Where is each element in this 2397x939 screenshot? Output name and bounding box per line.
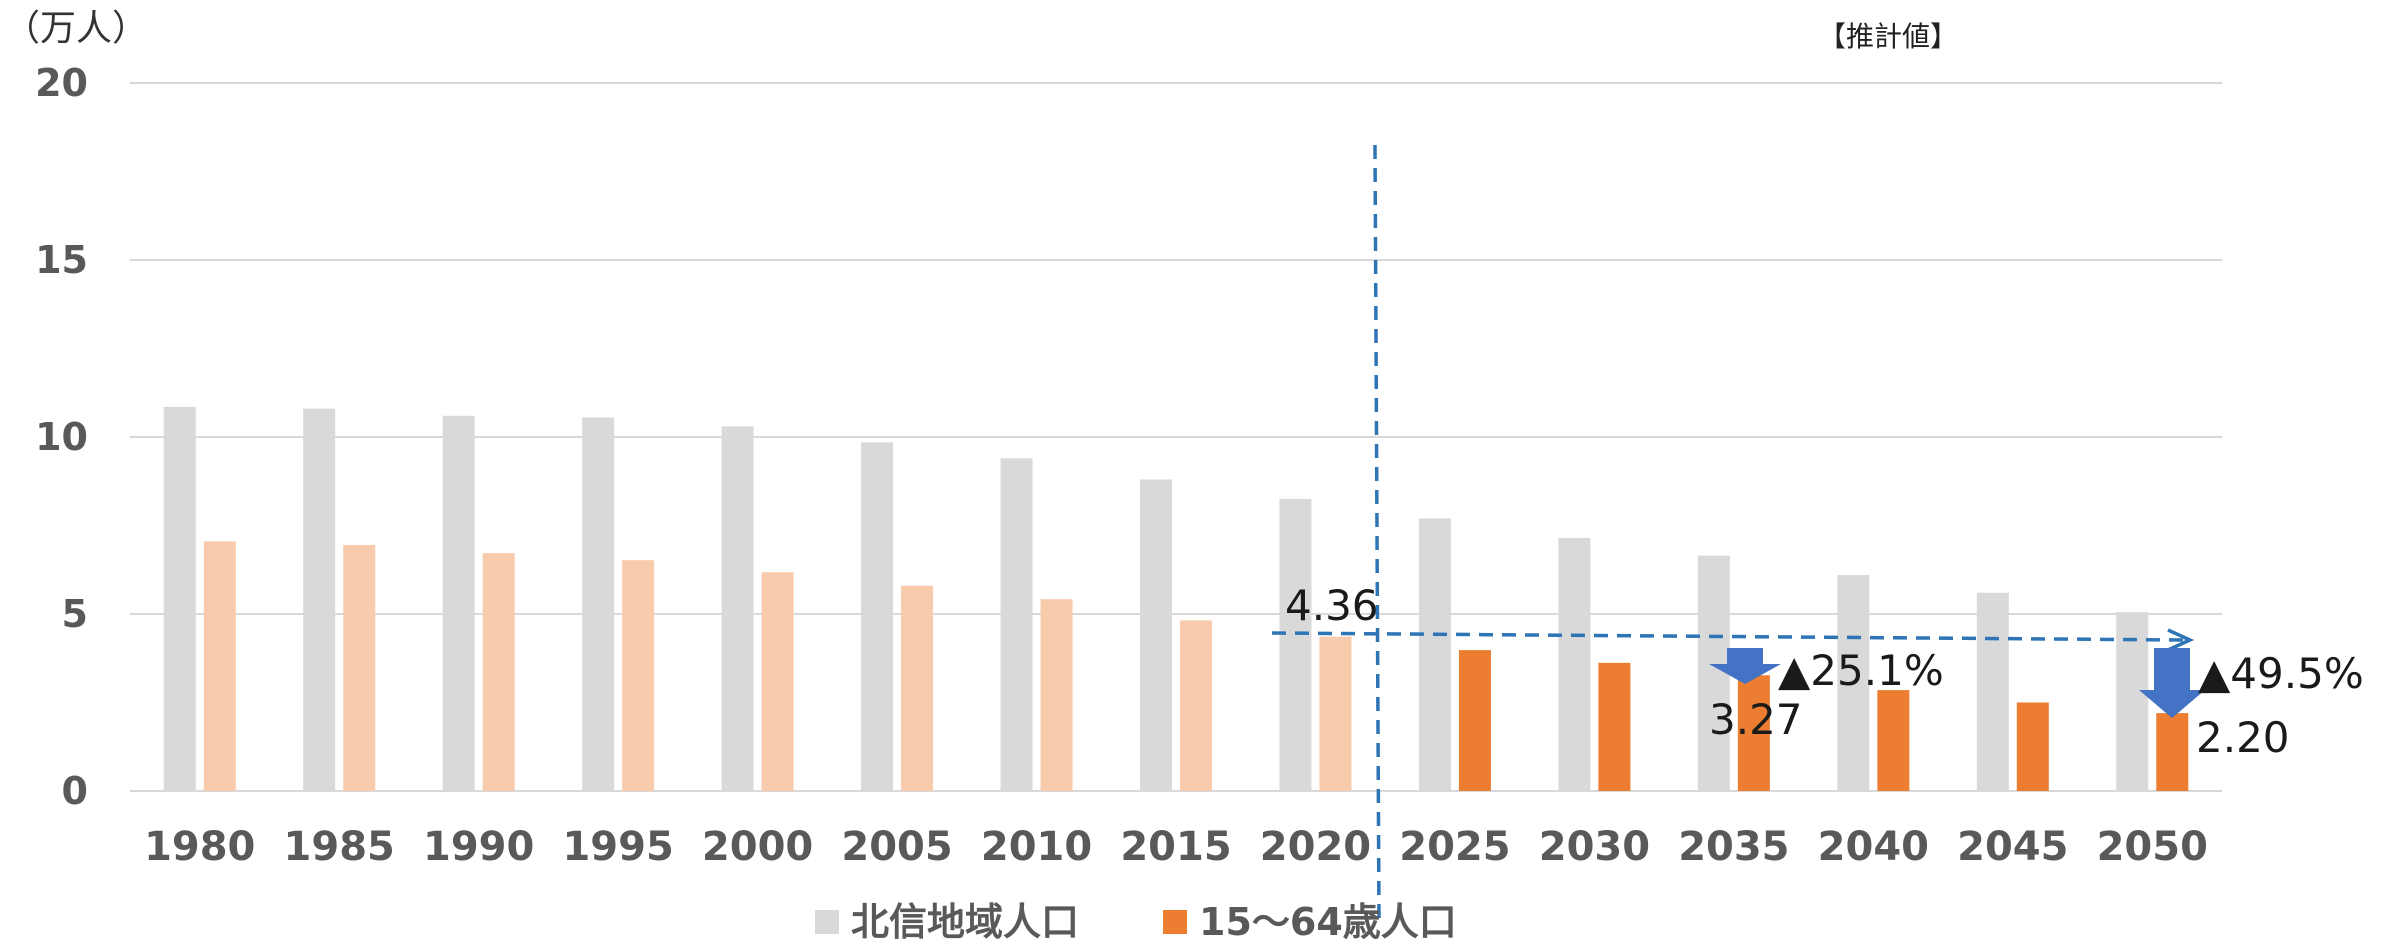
annotation-change-2050: ▲49.5% <box>2198 649 2364 698</box>
annotation-base-value: 4.36 <box>1285 581 1379 630</box>
y-unit-label: （万人） <box>4 8 148 49</box>
bar-total-2010 <box>1000 458 1033 791</box>
x-tick-label: 2035 <box>1678 824 1789 870</box>
x-tick-label: 2030 <box>1539 824 1650 870</box>
bar-total-1985 <box>303 408 336 791</box>
y-tick-label: 5 <box>62 592 88 636</box>
legend-swatch-working-age <box>1163 910 1187 934</box>
annotation-value-2050: 2.20 <box>2196 713 2290 762</box>
x-tick-label: 2010 <box>981 824 1092 870</box>
x-tick-label: 2045 <box>1957 824 2068 870</box>
bar-working-age-2025 <box>1458 650 1491 791</box>
reference-arrow <box>1271 628 2195 652</box>
down-arrow-2035 <box>1709 648 1781 684</box>
bar-total-2020 <box>1279 498 1312 791</box>
x-tick-label: 2005 <box>841 824 952 870</box>
bar-working-age-2015 <box>1180 620 1212 791</box>
x-tick-label: 2020 <box>1260 824 1371 870</box>
x-tick-label: 1995 <box>562 824 673 870</box>
x-tick-label: 1990 <box>423 824 534 870</box>
bar-total-2050 <box>2116 612 2149 791</box>
bar-working-age-1990 <box>482 553 515 791</box>
bar-total-1990 <box>442 415 475 791</box>
down-arrow-2050 <box>2139 648 2205 718</box>
bar-total-1980 <box>163 406 196 791</box>
bar-working-age-2045 <box>2016 702 2049 791</box>
legend: 北信地域人口 15〜64歳人口 <box>815 900 1457 939</box>
bar-total-2000 <box>721 426 754 791</box>
bar-working-age-2005 <box>901 585 934 791</box>
x-tick-label: 1980 <box>144 824 255 870</box>
annotation-value-2035: 3.27 <box>1709 695 1803 744</box>
bar-working-age-2000 <box>761 572 794 791</box>
bar-total-2015 <box>1140 479 1172 791</box>
x-tick-labels: 1980 1985 1990 1995 2000 2005 2010 2015 2020 2025… <box>144 824 2208 870</box>
x-tick-label: 1985 <box>284 824 395 870</box>
y-tick-label: 15 <box>35 238 88 282</box>
projection-divider-line <box>1373 144 1381 921</box>
x-tick-label: 2025 <box>1399 824 1510 870</box>
bar-total-2035 <box>1697 555 1730 791</box>
reference-dashed-line <box>1271 631 2184 642</box>
y-tick-labels: 0 5 10 15 20 <box>35 61 88 813</box>
bar-working-age-1980 <box>203 541 236 791</box>
bar-total-2040 <box>1837 575 1870 791</box>
legend-swatch-total <box>815 910 839 934</box>
reference-arrow-head <box>2167 628 2195 652</box>
bar-working-age-1995 <box>622 560 655 791</box>
bar-working-age-2030 <box>1598 662 1631 791</box>
annotation-change-2035: ▲25.1% <box>1778 646 1944 695</box>
legend-label-working-age: 15〜64歳人口 <box>1199 900 1457 939</box>
bar-total-2005 <box>861 442 894 791</box>
x-tick-label: 2040 <box>1818 824 1929 870</box>
y-tick-label: 20 <box>35 61 88 105</box>
bar-working-age-1985 <box>343 544 376 791</box>
bar-working-age-2020 <box>1319 636 1352 791</box>
bar-total-1995 <box>582 417 615 791</box>
y-tick-label: 10 <box>35 415 88 459</box>
gridlines <box>130 82 2222 792</box>
legend-label-total: 北信地域人口 <box>851 900 1079 939</box>
bar-working-age-2035 <box>1737 675 1770 791</box>
bar-working-age-2010 <box>1040 599 1073 791</box>
bar-total-2030 <box>1558 537 1591 791</box>
bar-working-age-2040 <box>1877 690 1910 791</box>
bar-total-2025 <box>1418 518 1451 791</box>
bar-working-age-2050 <box>2156 713 2189 791</box>
projection-label: 【推計値】 <box>1818 20 1958 53</box>
x-tick-label: 2015 <box>1120 824 1231 870</box>
bar-total-2045 <box>1976 592 2009 791</box>
x-tick-label: 2050 <box>2097 824 2208 870</box>
x-tick-label: 2000 <box>702 824 813 870</box>
y-tick-label: 0 <box>62 769 88 813</box>
bars <box>163 406 2189 791</box>
